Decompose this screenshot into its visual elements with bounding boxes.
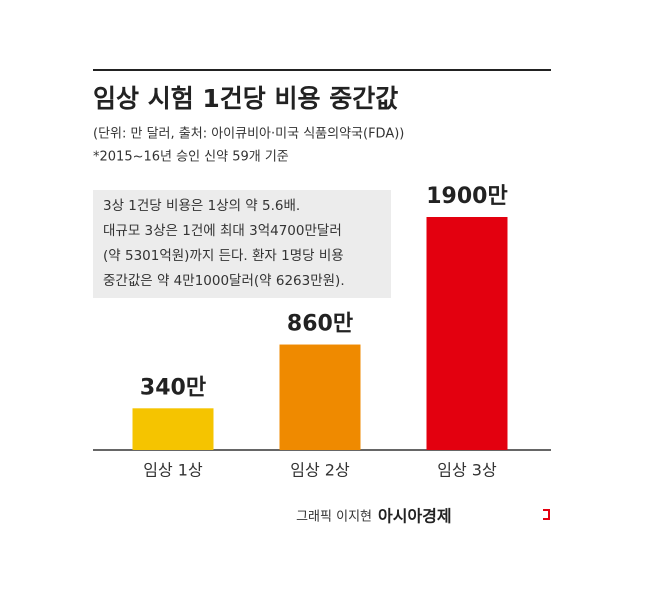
annotation-line: 3상 1건당 비용은 1상의 약 5.6배. bbox=[103, 198, 300, 214]
chart-title: 임상 시험 1건당 비용 중간값 bbox=[93, 84, 398, 113]
brand: 아시아경제 bbox=[378, 507, 452, 526]
credit: 그래픽 이지현 bbox=[296, 510, 372, 525]
bar bbox=[132, 408, 214, 450]
value-label: 860만 bbox=[287, 312, 353, 337]
bar bbox=[279, 344, 361, 450]
brand-mark bbox=[543, 509, 550, 520]
x-tick-label: 임상 1상 bbox=[143, 461, 203, 480]
annotation-line: 대규모 3상은 1건에 최대 3억4700만달러 bbox=[103, 223, 342, 239]
x-tick-label: 임상 2상 bbox=[290, 461, 350, 480]
annotation-box bbox=[93, 190, 391, 298]
annotation-line: (약 5301억원)까지 든다. 환자 1명당 비용 bbox=[103, 248, 344, 264]
value-label: 340만 bbox=[140, 375, 206, 400]
subtitle: (단위: 만 달러, 출처: 아이큐비아·미국 식품의약국(FDA)) bbox=[93, 127, 404, 142]
x-tick-label: 임상 3상 bbox=[437, 461, 497, 480]
note: *2015~16년 승인 신약 59개 기준 bbox=[93, 150, 289, 165]
annotation-line: 중간값은 약 4만1000달러(약 6263만원). bbox=[103, 273, 345, 289]
bar bbox=[426, 217, 508, 450]
value-label: 1900만 bbox=[426, 184, 507, 209]
